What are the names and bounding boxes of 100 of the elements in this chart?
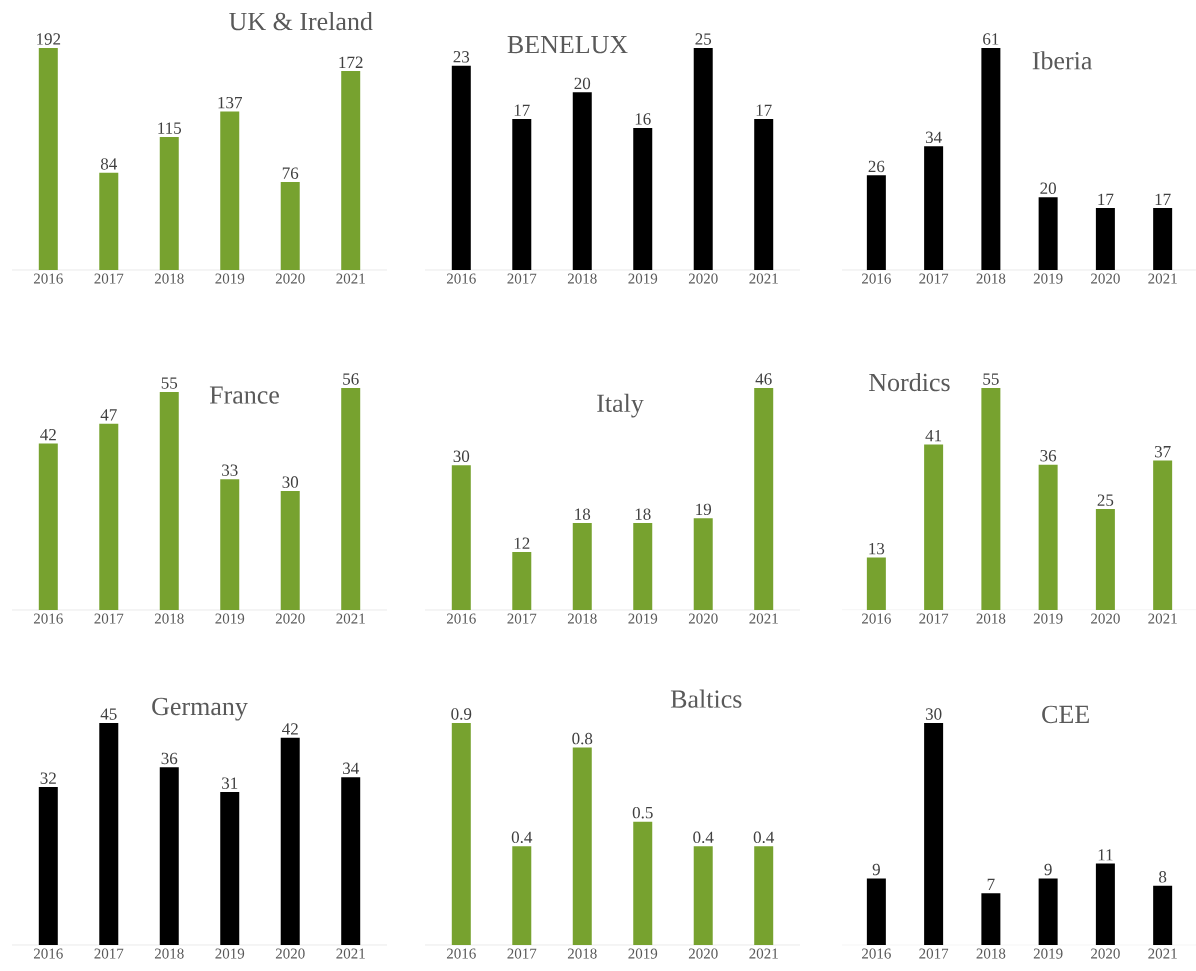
data-label: 0.4 <box>511 831 533 844</box>
data-label: 55 <box>983 373 999 385</box>
bar <box>572 523 592 610</box>
bar <box>754 119 774 270</box>
data-label: 11 <box>1098 849 1113 861</box>
data-label: 17 <box>756 104 772 116</box>
x-tick-label: 2016 <box>862 613 891 624</box>
x-tick-label: 2016 <box>33 613 63 624</box>
bar <box>1153 460 1173 610</box>
data-label: 31 <box>222 777 238 789</box>
bar <box>280 182 300 270</box>
data-label: 18 <box>635 508 651 520</box>
bar <box>1153 208 1173 270</box>
data-label: 42 <box>40 429 56 441</box>
data-label: 172 <box>339 56 363 68</box>
x-tick-label: 2018 <box>567 948 597 959</box>
data-label: 34 <box>343 762 359 775</box>
x-tick-label: 2016 <box>33 273 63 284</box>
bar <box>693 518 713 610</box>
x-tick-label: 2020 <box>1091 948 1120 959</box>
chart-title: UK & Ireland <box>229 11 373 31</box>
x-tick-label: 2019 <box>1033 948 1063 959</box>
bar <box>866 878 886 945</box>
bar <box>159 767 179 945</box>
data-label: 9 <box>872 863 880 876</box>
data-label: 9 <box>1044 863 1052 876</box>
x-tick-label: 2021 <box>336 613 365 624</box>
data-label: 25 <box>1097 494 1114 506</box>
x-tick-label: 2019 <box>215 273 245 284</box>
data-label: 45 <box>100 708 117 720</box>
data-label: 30 <box>282 476 299 488</box>
bar <box>220 792 240 945</box>
x-tick-label: 2016 <box>862 948 891 959</box>
data-label: 41 <box>925 430 942 442</box>
bar <box>1153 885 1173 945</box>
x-tick-label: 2019 <box>215 948 245 959</box>
data-label: 17 <box>1098 193 1114 205</box>
x-tick-label: 2017 <box>507 273 537 284</box>
bar <box>924 146 944 270</box>
bar <box>1038 464 1058 610</box>
bar <box>754 846 774 945</box>
data-label: 47 <box>100 409 117 421</box>
bar <box>38 443 58 610</box>
bar <box>1038 878 1058 945</box>
x-tick-label: 2016 <box>446 273 476 284</box>
x-tick-label: 2019 <box>215 613 245 624</box>
data-label: 30 <box>925 708 942 720</box>
x-tick-label: 2020 <box>275 613 305 624</box>
bar <box>159 137 179 270</box>
x-tick-label: 2020 <box>275 273 305 284</box>
data-label: 36 <box>161 752 178 765</box>
x-tick-label: 2021 <box>336 948 365 959</box>
bar <box>693 846 713 945</box>
x-tick-label: 2017 <box>94 613 124 624</box>
chart-title: Italy <box>597 393 644 418</box>
x-tick-label: 2017 <box>507 948 537 959</box>
bar <box>38 47 58 270</box>
x-tick-label: 2019 <box>628 613 658 624</box>
data-label: 137 <box>218 96 243 109</box>
x-tick-label: 2020 <box>688 273 718 284</box>
x-tick-label: 2017 <box>507 613 537 624</box>
bar <box>99 172 119 270</box>
bar <box>924 444 944 610</box>
data-label: 36 <box>1040 450 1057 462</box>
bar <box>572 747 592 945</box>
data-label: 37 <box>1154 445 1171 458</box>
chart-title: Nordics <box>869 372 950 392</box>
data-label: 17 <box>514 104 530 116</box>
x-tick-label: 2019 <box>628 948 658 959</box>
data-label: 46 <box>755 373 772 385</box>
data-label: 192 <box>37 33 61 45</box>
x-tick-label: 2017 <box>919 273 949 284</box>
bar <box>159 391 179 610</box>
bar <box>280 491 300 610</box>
chart-title: France <box>209 386 279 404</box>
bar <box>1095 509 1115 610</box>
bar <box>220 111 240 270</box>
x-tick-label: 2020 <box>1091 613 1120 624</box>
x-tick-label: 2020 <box>275 948 305 959</box>
data-label: 76 <box>282 167 299 179</box>
x-tick-label: 2020 <box>688 948 718 959</box>
x-tick-label: 2016 <box>446 613 476 624</box>
bar <box>451 465 471 610</box>
data-label: 55 <box>161 377 178 389</box>
data-label: 0.4 <box>753 831 775 844</box>
data-label: 84 <box>100 158 118 170</box>
x-tick-label: 2020 <box>688 613 718 624</box>
data-label: 25 <box>695 33 712 45</box>
data-label: 23 <box>453 51 470 63</box>
data-label: 30 <box>453 450 470 462</box>
bar <box>451 722 471 945</box>
x-tick-label: 2021 <box>1148 948 1177 959</box>
bar <box>341 387 361 610</box>
x-tick-label: 2021 <box>749 273 778 284</box>
data-label: 8 <box>1159 871 1167 883</box>
bar <box>633 821 653 945</box>
x-tick-label: 2018 <box>154 613 184 624</box>
data-label: 18 <box>575 508 591 520</box>
bar <box>633 127 653 270</box>
data-label: 13 <box>869 542 885 555</box>
